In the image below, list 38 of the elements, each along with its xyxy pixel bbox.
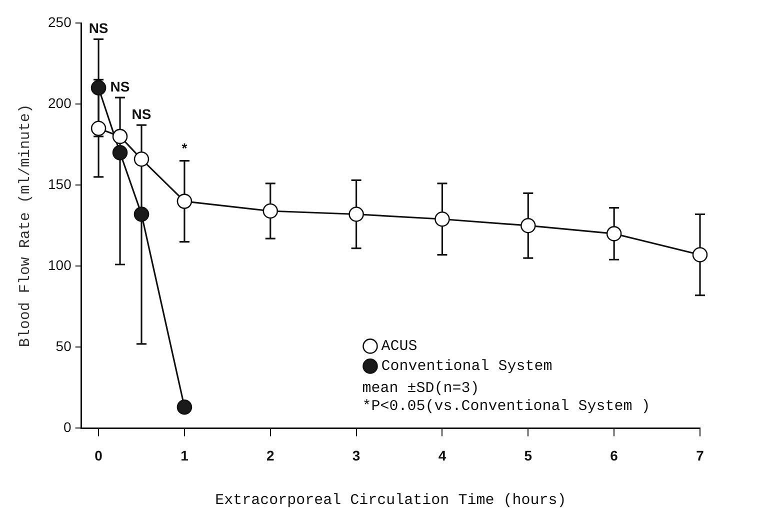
point bbox=[112, 128, 128, 144]
annotation: NS bbox=[110, 78, 130, 94]
point bbox=[262, 203, 278, 219]
annotation: * bbox=[182, 140, 188, 156]
point bbox=[176, 399, 192, 415]
point bbox=[134, 206, 150, 222]
x-tick-label: 2 bbox=[266, 447, 274, 464]
x-tick-label: 3 bbox=[352, 447, 360, 464]
y-tick-label: 50 bbox=[56, 338, 72, 354]
annotation: NS bbox=[88, 20, 108, 36]
annotation: NS bbox=[132, 106, 152, 122]
point bbox=[90, 80, 106, 96]
legend-label: ACUS bbox=[381, 338, 418, 356]
y-tick-label: 150 bbox=[48, 176, 72, 192]
annotation: mean ±SD(n=3) bbox=[362, 380, 480, 398]
point bbox=[606, 226, 622, 242]
y-axis-title: Blood Flow Rate (ml/minute) bbox=[16, 104, 34, 348]
x-tick-label: 6 bbox=[610, 447, 618, 464]
point bbox=[90, 120, 106, 136]
y-tick-label: 250 bbox=[48, 14, 72, 30]
annotation: *P<0.05(vs.Conventional System ) bbox=[362, 398, 650, 416]
y-tick-label: 200 bbox=[48, 94, 72, 111]
x-tick-label: 0 bbox=[94, 447, 103, 464]
x-tick-label: 7 bbox=[696, 447, 704, 464]
legend-label: Conventional System bbox=[381, 358, 552, 376]
point bbox=[520, 218, 536, 234]
point bbox=[692, 247, 708, 262]
point bbox=[134, 151, 150, 167]
x-tick-label: 4 bbox=[438, 447, 446, 464]
point bbox=[434, 211, 450, 227]
y-tick-label: 0 bbox=[64, 419, 72, 436]
y-tick-label: 100 bbox=[48, 256, 72, 273]
point bbox=[112, 145, 128, 160]
point bbox=[348, 206, 364, 222]
x-tick-label: 5 bbox=[524, 447, 532, 464]
point bbox=[176, 194, 192, 209]
x-axis-title: Extracorporeal Circulation Time (hours) bbox=[215, 492, 566, 509]
x-tick-label: 1 bbox=[180, 447, 189, 464]
